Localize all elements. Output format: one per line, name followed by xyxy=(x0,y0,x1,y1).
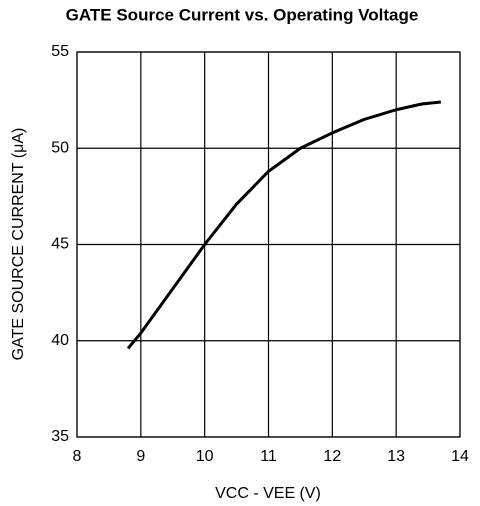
x-tick-label: 12 xyxy=(323,448,341,465)
y-tick-label: 50 xyxy=(51,139,69,156)
x-tick-label: 10 xyxy=(196,448,214,465)
y-axis-label: GATE SOURCE CURRENT (μA) xyxy=(10,128,27,361)
y-tick-label: 35 xyxy=(51,428,69,445)
chart-title: GATE Source Current vs. Operating Voltag… xyxy=(66,5,419,24)
x-tick-label: 9 xyxy=(136,448,145,465)
x-tick-label: 8 xyxy=(73,448,82,465)
y-tick-label: 55 xyxy=(51,43,69,60)
x-tick-label: 11 xyxy=(260,448,277,465)
y-tick-label: 40 xyxy=(51,332,69,349)
x-tick-label: 13 xyxy=(387,448,405,465)
y-tick-label: 45 xyxy=(51,236,69,253)
x-axis-label: VCC - VEE (V) xyxy=(215,485,321,502)
x-tick-label: 14 xyxy=(451,448,469,465)
data-line xyxy=(126,100,442,350)
